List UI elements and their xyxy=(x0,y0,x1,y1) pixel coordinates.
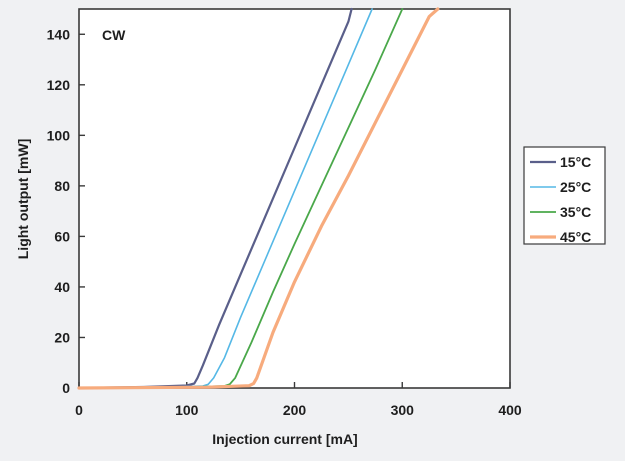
x-tick-label: 200 xyxy=(283,402,307,418)
x-tick-label: 300 xyxy=(391,402,415,418)
y-tick-label: 120 xyxy=(47,77,71,93)
plot-area xyxy=(78,8,511,389)
legend-label: 25°C xyxy=(560,179,591,195)
legend-label: 35°C xyxy=(560,204,591,220)
y-tick-label: 60 xyxy=(54,228,70,244)
x-tick-label: 100 xyxy=(175,402,199,418)
y-tick-label: 20 xyxy=(54,329,70,345)
y-tick-label: 140 xyxy=(47,26,71,42)
x-axis-title: Injection current [mA] xyxy=(212,431,357,447)
x-tick-label: 0 xyxy=(75,402,83,418)
y-tick-label: 80 xyxy=(54,178,70,194)
x-tick-label: 400 xyxy=(498,402,522,418)
cw-annotation: CW xyxy=(102,27,126,43)
legend-label: 15°C xyxy=(560,154,591,170)
y-tick-label: 0 xyxy=(62,380,70,396)
lines-layer xyxy=(77,7,440,390)
y-axis-title: Light output [mW] xyxy=(15,139,31,260)
legend-box xyxy=(523,146,606,245)
y-tick-label: 100 xyxy=(47,127,71,143)
series-line xyxy=(77,7,353,390)
legend-label: 45°C xyxy=(560,229,591,245)
legend: 15°C 25°C 35°C 45°C xyxy=(523,146,606,245)
series-line xyxy=(77,7,440,390)
y-tick-label: 40 xyxy=(54,279,70,295)
